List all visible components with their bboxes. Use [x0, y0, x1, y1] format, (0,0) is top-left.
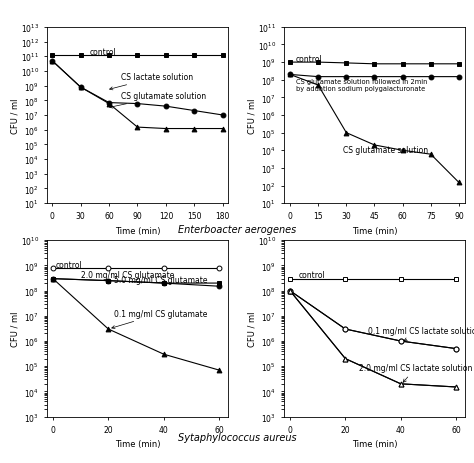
Y-axis label: CFU / ml: CFU / ml	[10, 98, 19, 133]
Y-axis label: CFU / ml: CFU / ml	[10, 311, 19, 346]
Text: CS glutamate solution followed in 2min
by addation sodium polygalacturonate: CS glutamate solution followed in 2min b…	[296, 79, 427, 92]
Text: 0.1 mg/ml CS glutamate: 0.1 mg/ml CS glutamate	[112, 309, 207, 329]
Text: 2.0 mg/ml CS glutamate: 2.0 mg/ml CS glutamate	[81, 270, 174, 279]
Text: control: control	[56, 260, 82, 269]
Text: control: control	[298, 270, 325, 279]
Text: Enterboacter aerogenes: Enterboacter aerogenes	[178, 224, 296, 234]
Y-axis label: CFU / ml: CFU / ml	[247, 98, 256, 133]
Text: control: control	[296, 55, 322, 63]
Y-axis label: CFU / ml: CFU / ml	[247, 311, 256, 346]
Text: control: control	[90, 48, 117, 56]
X-axis label: Time (min): Time (min)	[352, 226, 397, 236]
Text: CS lactate solution: CS lactate solution	[109, 73, 193, 91]
Text: Sytaphylococcus aureus: Sytaphylococcus aureus	[178, 432, 296, 443]
Text: 5.0 mg/ml CS glutamate: 5.0 mg/ml CS glutamate	[114, 275, 208, 284]
Text: CS glutamate solution: CS glutamate solution	[109, 92, 207, 109]
Text: CS glutamate solution: CS glutamate solution	[343, 146, 428, 155]
X-axis label: Time (min): Time (min)	[115, 439, 160, 449]
X-axis label: Time (min): Time (min)	[352, 439, 397, 449]
Text: 0.1 mg/ml CS lactate solution: 0.1 mg/ml CS lactate solution	[367, 327, 474, 341]
Text: 2.0 mg/ml CS lactate solution: 2.0 mg/ml CS lactate solution	[359, 363, 473, 382]
X-axis label: Time (min): Time (min)	[115, 226, 160, 236]
